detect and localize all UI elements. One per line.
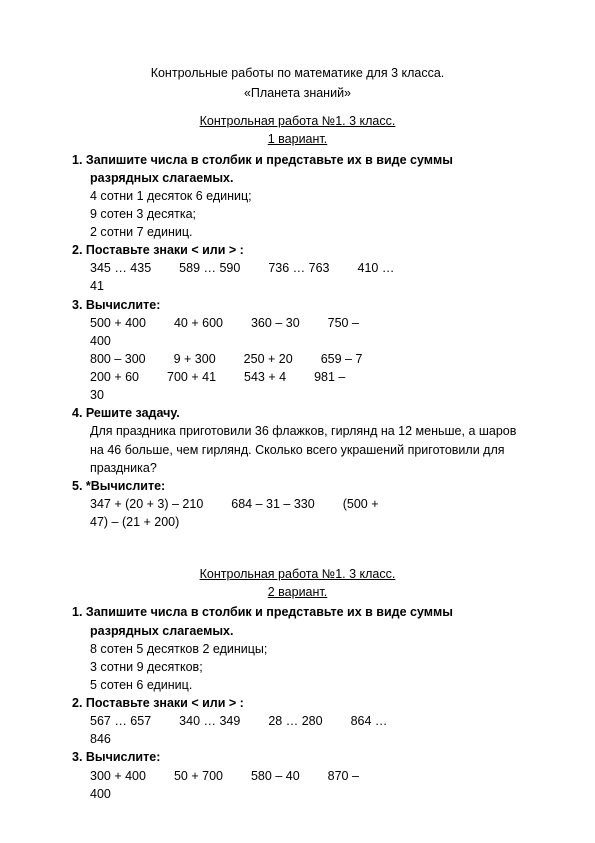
task1-line: 2 сотни 7 единиц. [90,223,523,241]
calc-item: 500 + 400 [90,314,174,332]
task1-line: 5 сотен 6 единиц. [90,676,523,694]
task3-body: 300 + 400 50 + 700 580 – 40 870 – 400 [72,767,523,803]
task2-head: 2. Поставьте знаки < или > : [72,694,523,712]
variant-label-v1: 1 вариант. [72,130,523,148]
task1-line: 3 сотни 9 десятков; [90,658,523,676]
task2-head: 2. Поставьте знаки < или > : [72,241,523,259]
task1-head: 1. Запишите числа в столбик и представьт… [72,151,523,187]
task2-body: 345 … 435 589 … 590 736 … 763 410 … 41 [72,259,523,295]
task1-head: 1. Запишите числа в столбик и представьт… [72,603,523,639]
calc-tail: 30 [90,386,523,404]
calc-item: 543 + 4 [244,368,314,386]
calc-tail: 47) – (21 + 200) [90,513,523,531]
task3-head: 3. Вычислите: [72,748,523,766]
task3-head: 3. Вычислите: [72,296,523,314]
calc-item: 200 + 60 [90,368,167,386]
tasks-v2: 1. Запишите числа в столбик и представьт… [72,603,523,802]
calc-item: 40 + 600 [174,314,251,332]
task3-body: 500 + 400 40 + 600 360 – 30 750 – 400 80… [72,314,523,405]
task1-line: 8 сотен 5 десятков 2 единицы; [90,640,523,658]
tasks-v1: 1. Запишите числа в столбик и представьт… [72,151,523,532]
cmp-item: 340 … 349 [179,712,268,730]
calc-tail: 400 [90,785,523,803]
section-header-v1: Контрольная работа №1. 3 класс. [72,112,523,130]
section-header-v2: Контрольная работа №1. 3 класс. [72,565,523,583]
calc-item: 360 – 30 [251,314,328,332]
cmp-item: 567 … 657 [90,712,179,730]
doc-title: Контрольные работы по математике для 3 к… [72,64,523,82]
calc-item: 347 + (20 + 3) – 210 [90,495,231,513]
calc-tail: 400 [90,332,523,350]
calc-item: 250 + 20 [244,350,321,368]
page: Контрольные работы по математике для 3 к… [0,0,595,843]
task2-body: 567 … 657 340 … 349 28 … 280 864 … 846 [72,712,523,748]
calc-item: 50 + 700 [174,767,251,785]
cmp-tail: 41 [90,277,523,295]
calc-item: 300 + 400 [90,767,174,785]
cmp-item: 410 … [358,259,423,277]
cmp-item: 864 … [351,712,416,730]
calc-item: 981 – [314,368,373,386]
calc-item: 700 + 41 [167,368,244,386]
cmp-item: 28 … 280 [268,712,350,730]
calc-item: 580 – 40 [251,767,328,785]
task1-body: 4 сотни 1 десяток 6 единиц; 9 сотен 3 де… [72,187,523,241]
calc-item: (500 + [343,495,407,513]
variant-label-v2: 2 вариант. [72,583,523,601]
doc-subtitle: «Планета знаний» [72,84,523,102]
calc-item: 684 – 31 – 330 [231,495,342,513]
cmp-tail: 846 [90,730,523,748]
cmp-item: 345 … 435 [90,259,179,277]
calc-item: 659 – 7 [321,350,391,368]
calc-item: 800 – 300 [90,350,174,368]
task5-head: 5. *Вычислите: [72,477,523,495]
cmp-item: 589 … 590 [179,259,268,277]
task1-line: 4 сотни 1 десяток 6 единиц; [90,187,523,205]
task1-line: 9 сотен 3 десятка; [90,205,523,223]
calc-item: 9 + 300 [174,350,244,368]
task4-head: 4. Решите задачу. [72,404,523,422]
calc-item: 870 – [328,767,387,785]
task4-body: Для праздника приготовили 36 флажков, ги… [72,422,523,476]
task5-body: 347 + (20 + 3) – 210 684 – 31 – 330 (500… [72,495,523,531]
task1-body: 8 сотен 5 десятков 2 единицы; 3 сотни 9 … [72,640,523,694]
cmp-item: 736 … 763 [268,259,357,277]
calc-item: 750 – [328,314,387,332]
